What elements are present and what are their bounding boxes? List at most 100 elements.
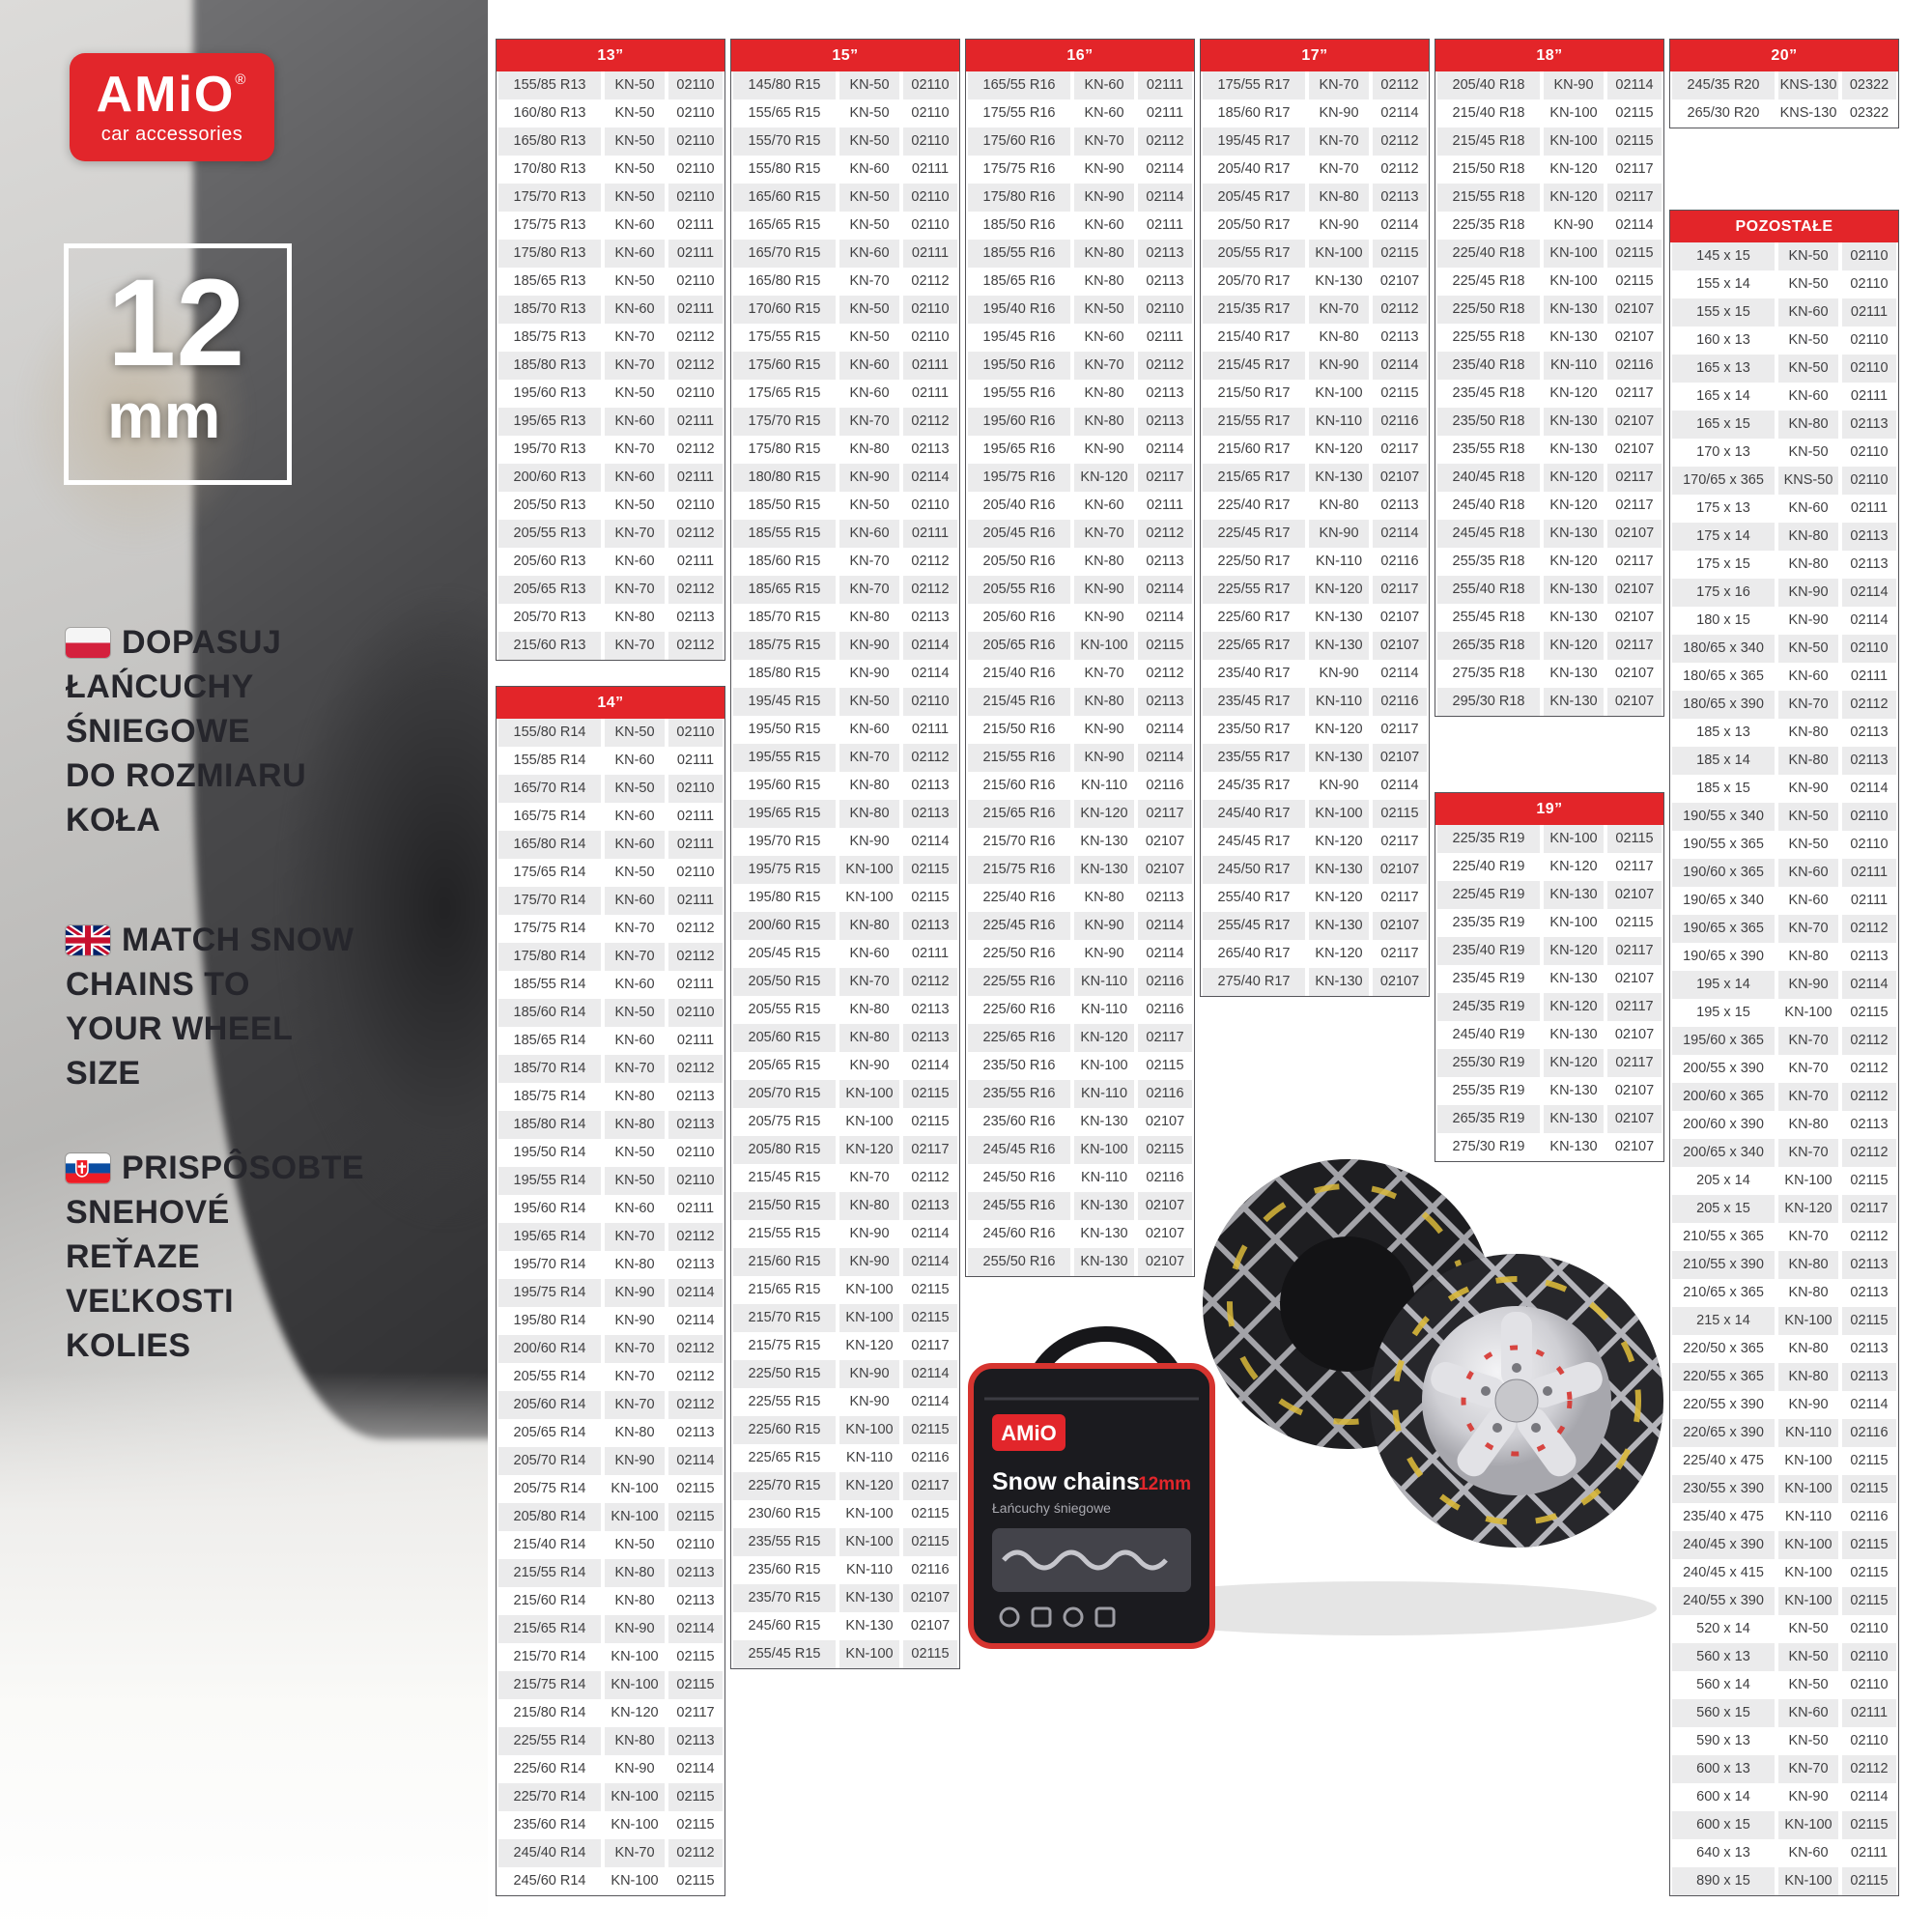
table-row: 215/75 R14 KN-100 02115	[497, 1671, 724, 1699]
table-row: 205/55 R16 KN-90 02114	[966, 576, 1194, 604]
table-row: 255/30 R19 KN-120 02117	[1435, 1049, 1663, 1077]
table-row: 205/70 R13 KN-80 02113	[497, 604, 724, 632]
lug-nuts	[1481, 1363, 1552, 1433]
table-row: 165/75 R14 KN-60 02111	[497, 803, 724, 831]
product-code-cell: 02107	[903, 1612, 957, 1640]
product-code-cell: 02115	[903, 1500, 957, 1528]
product-code-cell: 02112	[1138, 520, 1192, 548]
product-code-cell: 02115	[903, 1276, 957, 1304]
chain-model-cell: KN-100	[1778, 1867, 1838, 1895]
product-code-cell: 02113	[903, 912, 957, 940]
product-code-cell: 02111	[903, 352, 957, 380]
tire-size-cell: 195/75 R14	[498, 1279, 601, 1307]
table-row: 245/35 R17 KN-90 02114	[1201, 772, 1429, 800]
chain-model-cell: KN-70	[1309, 156, 1369, 184]
tire-size-cell: 195/65 R13	[498, 408, 601, 436]
product-code-cell: 02114	[1138, 604, 1192, 632]
table-row: 175/55 R15 KN-50 02110	[731, 324, 959, 352]
tire-size-cell: 225/45 R17	[1203, 520, 1305, 548]
table-row: 195/60 R13 KN-50 02110	[497, 380, 724, 408]
chain-model-cell: KN-130	[1544, 296, 1604, 324]
product-code-cell: 02110	[668, 380, 723, 408]
product-code-cell: 02114	[1138, 576, 1192, 604]
wheel-arch-highlight	[19, 280, 251, 551]
tire-size-cell: 225/70 R14	[498, 1783, 601, 1811]
tire-size-cell: 265/35 R18	[1437, 632, 1540, 660]
tire-size-cell: 170/65 x 365	[1672, 467, 1775, 495]
product-code-cell: 02115	[1607, 268, 1662, 296]
chain-model-cell: KN-70	[839, 744, 899, 772]
tire-size-cell: 225/45 R18	[1437, 268, 1540, 296]
product-code-cell: 02112	[1138, 660, 1192, 688]
table-row: 590 x 13 KN-50 02110	[1670, 1727, 1898, 1755]
chain-model-cell: KN-90	[839, 1220, 899, 1248]
chain-model-cell: KN-50	[839, 296, 899, 324]
table-row: 195/70 R15 KN-90 02114	[731, 828, 959, 856]
product-code-cell: 02115	[1842, 1867, 1896, 1895]
product-code-cell: 02115	[903, 856, 957, 884]
tire-size-cell: 195/60 x 365	[1672, 1027, 1775, 1055]
tire-size-cell: 190/65 x 340	[1672, 887, 1775, 915]
product-code-cell: 02110	[668, 184, 723, 212]
chain-model-cell: KN-100	[605, 1475, 665, 1503]
tire-size-cell: 205/40 R16	[968, 492, 1070, 520]
product-code-cell: 02117	[1373, 828, 1427, 856]
tire-size-cell: 205/50 R17	[1203, 212, 1305, 240]
table-row: 215/60 R13 KN-70 02112	[497, 632, 724, 660]
table-row: 225/60 R16 KN-110 02116	[966, 996, 1194, 1024]
tire-size-cell: 265/30 R20	[1672, 99, 1775, 128]
tire-size-cell: 195/55 R15	[733, 744, 836, 772]
tire-size-cell: 215/45 R16	[968, 688, 1070, 716]
tire-size-cell: 230/55 x 390	[1672, 1475, 1775, 1503]
product-code-cell: 02111	[668, 296, 723, 324]
product-code-cell: 02114	[903, 1360, 957, 1388]
chain-model-cell: KN-80	[1778, 1111, 1838, 1139]
table-row: 175/55 R17 KN-70 02112	[1201, 71, 1429, 99]
tire-size-cell: 215/65 R15	[733, 1276, 836, 1304]
tire-size-cell: 160/80 R13	[498, 99, 601, 128]
product-code-cell: 02113	[903, 436, 957, 464]
chain-model-cell: KN-120	[1544, 937, 1604, 965]
chain-model-cell: KN-70	[1074, 660, 1134, 688]
product-code-cell: 02113	[668, 1251, 723, 1279]
tire-size-cell: 185/75 R15	[733, 632, 836, 660]
chain-model-cell: KN-70	[605, 352, 665, 380]
product-code-cell: 02112	[903, 968, 957, 996]
product-code-cell: 02116	[903, 1556, 957, 1584]
tire-size-cell: 245/40 R19	[1437, 1021, 1540, 1049]
product-code-cell: 02107	[1373, 464, 1427, 492]
tire-size-cell: 245/35 R17	[1203, 772, 1305, 800]
chain-model-cell: KN-130	[1309, 912, 1369, 940]
product-code-cell: 02112	[1842, 1055, 1896, 1083]
tire-size-cell: 235/35 R19	[1437, 909, 1540, 937]
product-code-cell: 02112	[903, 1164, 957, 1192]
chain-model-cell: KN-120	[839, 1472, 899, 1500]
table-row: 195/55 R15 KN-70 02112	[731, 744, 959, 772]
chain-model-cell: KN-60	[605, 887, 665, 915]
product-code-cell: 02114	[1138, 716, 1192, 744]
size-table-15: 15” 145/80 R15 KN-50 02110 155/65 R15 KN-50 02…	[730, 39, 960, 1669]
chain-model-cell: KN-70	[605, 520, 665, 548]
chain-model-cell: KN-120	[1074, 464, 1134, 492]
chain-model-cell: KN-70	[839, 968, 899, 996]
tire-size-cell: 195/60 R16	[968, 408, 1070, 436]
product-code-cell: 02111	[903, 520, 957, 548]
table-row: 245/55 R16 KN-130 02107	[966, 1192, 1194, 1220]
registered-mark: ®	[235, 71, 248, 88]
product-code-cell: 02113	[1138, 548, 1192, 576]
tire-size-cell: 205/65 R14	[498, 1419, 601, 1447]
chain-model-cell: KN-130	[1544, 688, 1604, 716]
tire-size-cell: 175/75 R14	[498, 915, 601, 943]
table-row: 205/70 R17 KN-130 02107	[1201, 268, 1429, 296]
chain-model-cell: KN-90	[1074, 156, 1134, 184]
tire-size-cell: 175/60 R15	[733, 352, 836, 380]
chain-model-cell: KN-100	[1778, 1587, 1838, 1615]
product-code-cell: 02114	[1607, 71, 1662, 99]
chain-model-cell: KN-70	[1778, 1027, 1838, 1055]
table-row: 225/40 x 475 KN-100 02115	[1670, 1447, 1898, 1475]
bag-photo-strip	[992, 1528, 1191, 1592]
table-row: 185/55 R15 KN-60 02111	[731, 520, 959, 548]
table-row: 180/65 x 340 KN-50 02110	[1670, 635, 1898, 663]
tire-size-cell: 170 x 13	[1672, 439, 1775, 467]
tire-size-cell: 195/65 R16	[968, 436, 1070, 464]
